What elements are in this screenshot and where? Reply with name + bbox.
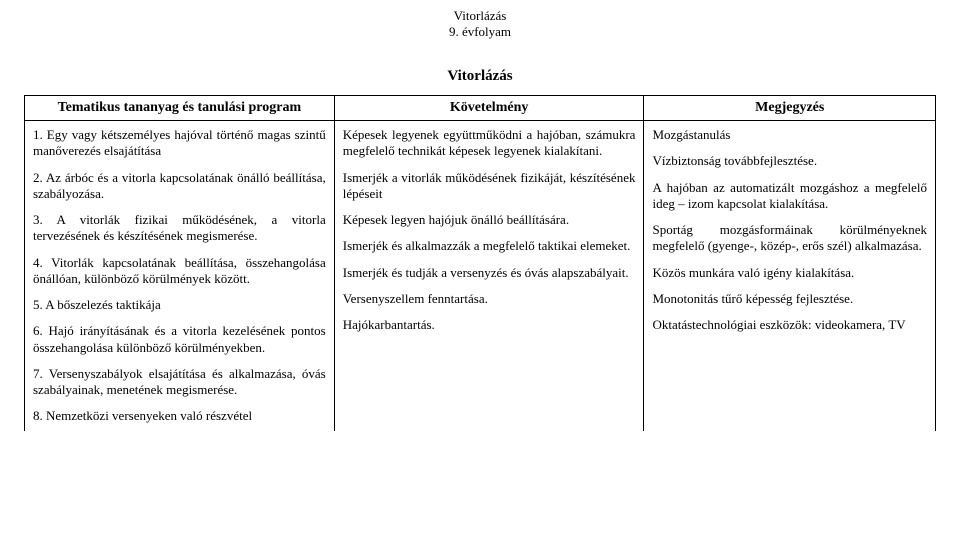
program-item: 8. Nemzetközi versenyeken való részvétel [33, 408, 326, 424]
program-item: 6. Hajó irányításának és a vitorla kezel… [33, 323, 326, 356]
requirement-item: Versenyszellem fenntartása. [343, 291, 636, 307]
requirement-item: Ismerjék és alkalmazzák a megfelelő takt… [343, 238, 636, 254]
requirement-item: Ismerjék a vitorlák működésének fizikájá… [343, 170, 636, 203]
col-header-program: Tematikus tananyag és tanulási program [25, 96, 335, 121]
cell-program: 1. Egy vagy kétszemélyes hajóval történő… [25, 121, 335, 431]
program-item: 2. Az árbóc és a vitorla kapcsolatának ö… [33, 170, 326, 203]
header-line-1: Vitorlázás [24, 8, 936, 24]
document-title: Vitorlázás [24, 68, 936, 85]
note-item: Közös munkára való igény kialakítása. [652, 265, 927, 281]
program-item: 5. A bőszelezés taktikája [33, 297, 326, 313]
program-item: 3. A vitorlák fizikai működésének, a vit… [33, 212, 326, 245]
page: Vitorlázás 9. évfolyam Vitorlázás Temati… [0, 0, 960, 547]
note-item: Sportág mozgásformáinak körülményeknek m… [652, 222, 927, 255]
note-item: Oktatástechnológiai eszközök: videokamer… [652, 317, 927, 333]
program-item: 7. Versenyszabályok elsajátítása és alka… [33, 366, 326, 399]
col-header-note: Megjegyzés [644, 96, 936, 121]
curriculum-table: Tematikus tananyag és tanulási program K… [24, 95, 936, 431]
cell-note: Mozgástanulás Vízbiztonság továbbfejlesz… [644, 121, 936, 431]
note-item: Monotonitás tűrő képesség fejlesztése. [652, 291, 927, 307]
cell-requirement: Képesek legyenek együttműködni a hajóban… [334, 121, 644, 431]
requirement-item: Képesek legyenek együttműködni a hajóban… [343, 127, 636, 160]
note-item: Mozgástanulás [652, 127, 927, 143]
requirement-item: Képesek legyen hajójuk önálló beállításá… [343, 212, 636, 228]
requirement-item: Ismerjék és tudják a versenyzés és óvás … [343, 265, 636, 281]
table-body-row: 1. Egy vagy kétszemélyes hajóval történő… [25, 121, 936, 431]
note-item: A hajóban az automatizált mozgáshoz a me… [652, 180, 927, 213]
header-line-2: 9. évfolyam [24, 24, 936, 40]
table-header-row: Tematikus tananyag és tanulási program K… [25, 96, 936, 121]
note-item: Vízbiztonság továbbfejlesztése. [652, 153, 927, 169]
program-item: 1. Egy vagy kétszemélyes hajóval történő… [33, 127, 326, 160]
page-header: Vitorlázás 9. évfolyam [24, 8, 936, 40]
col-header-requirement: Követelmény [334, 96, 644, 121]
program-item: 4. Vitorlák kapcsolatának beállítása, ös… [33, 255, 326, 288]
requirement-item: Hajókarbantartás. [343, 317, 636, 333]
